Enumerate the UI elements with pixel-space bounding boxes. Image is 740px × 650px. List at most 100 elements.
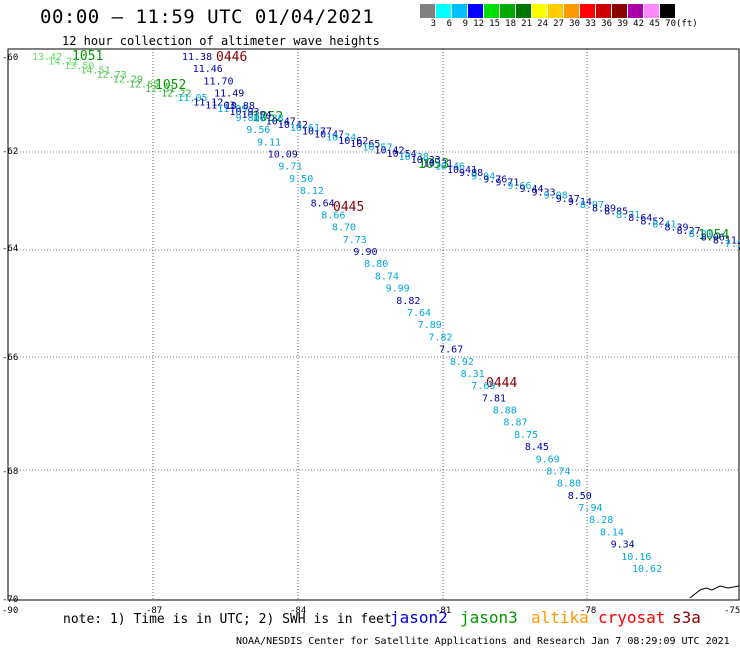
- wave-height-label: 9.71: [278, 162, 302, 173]
- wave-height-label: 10.62: [632, 564, 662, 575]
- wave-height-label: 8.41: [652, 219, 676, 230]
- longitude-label: -87: [146, 606, 162, 616]
- wave-height-label: 11.05: [177, 93, 207, 104]
- wave-height-label: 10.61: [290, 123, 320, 134]
- wave-height-label: 11.46: [193, 64, 223, 75]
- wave-height-label: 12.29: [113, 75, 143, 86]
- longitude-label: -78: [580, 606, 596, 616]
- wave-height-label: 10.42: [278, 120, 308, 131]
- wave-height-label: 9.66: [507, 181, 531, 192]
- wave-height-label: 9.14: [568, 197, 592, 208]
- legend-swatch: [612, 4, 628, 18]
- wave-height-label: 10.65: [350, 139, 380, 150]
- latitude-label: -66: [2, 353, 18, 363]
- wave-height-label: 14.21: [48, 57, 78, 68]
- legend-tick: 3: [430, 19, 436, 29]
- wave-height-label: 7.95: [725, 239, 740, 250]
- page-subtitle: 12 hour collection of altimeter wave hei…: [62, 34, 380, 48]
- wave-height-label: 10.62: [338, 136, 368, 147]
- orbit-number-label: 1052: [252, 110, 283, 125]
- legend-swatch: [660, 4, 676, 18]
- legend-swatch: [516, 4, 532, 18]
- orbit-number-label: 0446: [216, 50, 247, 65]
- wave-height-label: 10.47: [314, 129, 344, 140]
- wave-height-label: 9.44: [519, 184, 543, 195]
- wave-height-label: 10.57: [362, 142, 392, 153]
- wave-height-label: 8.39: [664, 223, 688, 234]
- mission-cryosat: cryosat: [598, 608, 666, 627]
- legend-tick: 33: [585, 19, 596, 29]
- wave-height-label: 8.74: [375, 271, 399, 282]
- wave-height-label: 8.80: [557, 479, 581, 490]
- wave-height-label: 7.94: [578, 503, 602, 514]
- wave-height-label: 7.69: [471, 381, 495, 392]
- legend-tick: 27: [553, 19, 564, 29]
- wave-height-label: 10.88: [225, 101, 255, 112]
- legend-tick: 36: [601, 19, 612, 29]
- wave-height-label: 8.11: [713, 236, 737, 247]
- wave-height-label: 8.50: [568, 491, 592, 502]
- wave-height-label: 7.82: [428, 332, 452, 343]
- orbit-number-label: 0444: [486, 376, 517, 391]
- wave-height-label: 11.03: [205, 101, 235, 112]
- legend-tick: 9: [462, 19, 468, 29]
- wave-height-label: 13.42: [32, 52, 62, 63]
- legend-tick: 45: [649, 19, 660, 29]
- wave-height-label: 8.92: [450, 357, 474, 368]
- wave-height-label: 10.42: [374, 146, 404, 157]
- wave-height-label: 10.74: [326, 133, 356, 144]
- wave-height-label: 11.38: [182, 52, 212, 63]
- legend-color-bar: [420, 4, 698, 18]
- legend-swatch: [452, 4, 468, 18]
- wave-height-label: 11.70: [203, 76, 233, 87]
- wave-height-label: 9.08: [544, 191, 568, 202]
- longitude-label: -81: [435, 606, 451, 616]
- wave-height-label: 8.12: [300, 186, 324, 197]
- wave-height-label: 10.41: [447, 165, 477, 176]
- wave-height-label: 8.14: [600, 527, 624, 538]
- legend-swatch: [628, 4, 644, 18]
- wave-height-label: 12.22: [161, 88, 191, 99]
- wave-height-label: 8.21: [689, 229, 713, 240]
- latitude-label: -60: [2, 53, 18, 63]
- wave-height-label: 8.70: [332, 223, 356, 234]
- wave-height-label: 9.17: [556, 194, 580, 205]
- legend-labels: 3 6 9 12 15 18 21 24 27 30 33 36 39 42 45 70 (ft): [420, 19, 698, 29]
- wave-height-label: 8.66: [321, 210, 345, 221]
- wave-height-label: 8.71: [616, 210, 640, 221]
- wave-height-label: 10.38: [399, 152, 429, 163]
- wave-height-label: 8.82: [396, 296, 420, 307]
- wave-height-label: 10.33: [411, 155, 441, 166]
- legend-tick: 18: [505, 19, 516, 29]
- legend-swatch: [596, 4, 612, 18]
- longitude-label: -75: [724, 606, 740, 616]
- legend-tick: 12: [473, 19, 484, 29]
- wave-height-label: 10.31: [423, 158, 453, 169]
- legend-swatch: [532, 4, 548, 18]
- map-frame: [7, 48, 740, 601]
- wave-height-label: 10.47: [266, 117, 296, 128]
- color-legend: 3 6 9 12 15 18 21 24 27 30 33 36 39 42 45 70 (ft): [420, 4, 698, 29]
- wave-height-label: 9.88: [459, 168, 483, 179]
- longitude-label: -90: [2, 606, 18, 616]
- wave-height-label: 12.31: [145, 84, 175, 95]
- legend-swatch: [580, 4, 596, 18]
- wave-height-label: 7.67: [439, 345, 463, 356]
- wave-height-label: 8.74: [546, 466, 570, 477]
- legend-tick: 30: [569, 19, 580, 29]
- mission-altika: altika: [531, 608, 589, 627]
- wave-height-label: 10.16: [621, 552, 651, 563]
- wave-height-label: 8.87: [503, 418, 527, 429]
- wave-height-label: 10.38: [254, 113, 284, 124]
- legend-swatch: [468, 4, 484, 18]
- wave-height-label: 14.51: [80, 66, 110, 77]
- wave-height-label: 9.80: [236, 113, 260, 124]
- wave-height-label: 10.93: [229, 107, 259, 118]
- longitude-label: -84: [290, 606, 306, 616]
- latitude-label: -62: [2, 147, 18, 157]
- wave-height-label: 9.34: [611, 540, 635, 551]
- wave-height-label: 9.71: [495, 178, 519, 189]
- legend-tick: 39: [617, 19, 628, 29]
- legend-swatch: [484, 4, 500, 18]
- wave-height-label: 9.76: [483, 174, 507, 185]
